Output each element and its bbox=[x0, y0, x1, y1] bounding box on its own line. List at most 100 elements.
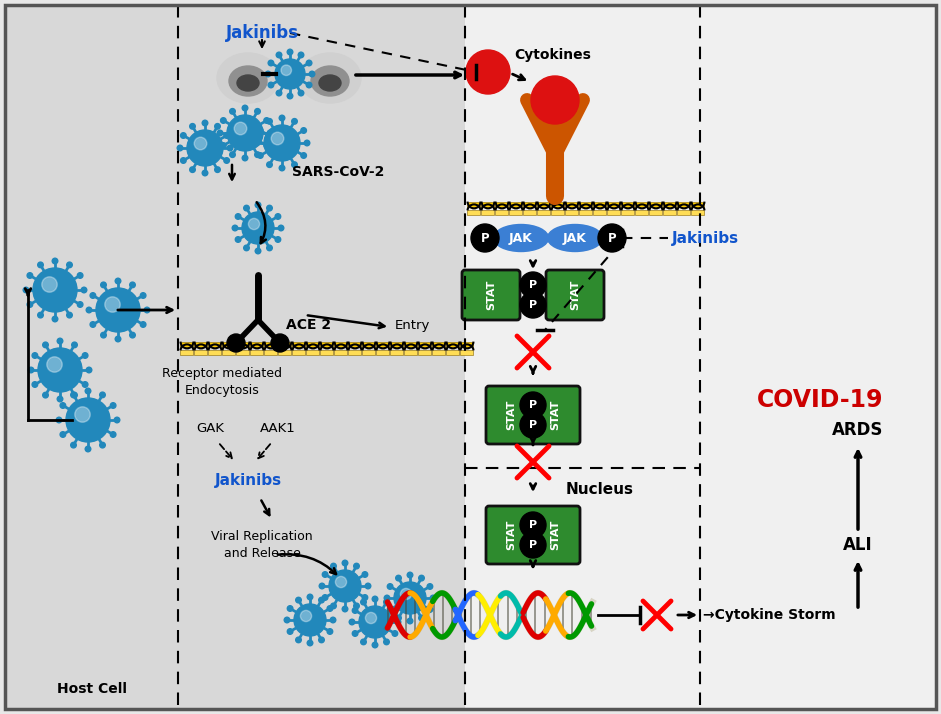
Bar bbox=[404, 341, 417, 347]
Circle shape bbox=[67, 312, 72, 318]
Circle shape bbox=[115, 278, 120, 283]
Circle shape bbox=[110, 432, 116, 437]
Circle shape bbox=[72, 342, 77, 348]
Circle shape bbox=[140, 293, 146, 298]
Bar bbox=[635, 211, 648, 215]
Bar bbox=[362, 351, 375, 355]
Bar bbox=[509, 201, 522, 207]
Circle shape bbox=[373, 596, 377, 602]
Circle shape bbox=[38, 348, 82, 392]
Circle shape bbox=[330, 603, 336, 609]
Text: JAK: JAK bbox=[509, 231, 533, 244]
Circle shape bbox=[520, 412, 546, 438]
Circle shape bbox=[407, 572, 413, 578]
Bar bbox=[691, 211, 704, 215]
Bar bbox=[481, 201, 494, 207]
Circle shape bbox=[244, 245, 249, 251]
Circle shape bbox=[101, 332, 106, 338]
Circle shape bbox=[384, 599, 390, 605]
Circle shape bbox=[130, 332, 136, 338]
Circle shape bbox=[234, 122, 247, 135]
Bar bbox=[691, 201, 704, 207]
Bar bbox=[306, 341, 319, 347]
Circle shape bbox=[310, 71, 315, 77]
Bar bbox=[194, 351, 207, 355]
Bar bbox=[551, 211, 564, 215]
Circle shape bbox=[255, 109, 261, 114]
Text: Receptor mediated
Endocytosis: Receptor mediated Endocytosis bbox=[162, 367, 282, 397]
Bar bbox=[579, 201, 592, 207]
Bar bbox=[593, 201, 606, 207]
Circle shape bbox=[327, 605, 333, 611]
Circle shape bbox=[352, 608, 358, 613]
Bar bbox=[565, 201, 578, 207]
Circle shape bbox=[110, 403, 116, 408]
Circle shape bbox=[287, 605, 293, 611]
Bar bbox=[649, 211, 662, 215]
Circle shape bbox=[306, 82, 311, 88]
Circle shape bbox=[24, 287, 29, 293]
Circle shape bbox=[306, 60, 311, 66]
Circle shape bbox=[32, 353, 38, 358]
Circle shape bbox=[100, 442, 105, 448]
Bar bbox=[635, 201, 648, 207]
Circle shape bbox=[220, 118, 226, 124]
Circle shape bbox=[343, 560, 348, 565]
Bar bbox=[5, 5, 465, 709]
Bar bbox=[432, 341, 445, 347]
Bar bbox=[663, 211, 676, 215]
Bar bbox=[348, 351, 361, 355]
Text: Entry: Entry bbox=[395, 318, 430, 331]
Bar bbox=[236, 351, 248, 355]
Bar bbox=[677, 211, 690, 215]
Circle shape bbox=[74, 407, 90, 422]
Text: ALI: ALI bbox=[843, 536, 873, 554]
Circle shape bbox=[244, 206, 249, 211]
Circle shape bbox=[82, 353, 88, 358]
Circle shape bbox=[365, 583, 371, 589]
Bar bbox=[236, 341, 248, 347]
Bar bbox=[621, 211, 634, 215]
Circle shape bbox=[322, 572, 327, 578]
Circle shape bbox=[32, 382, 38, 387]
Text: P: P bbox=[608, 231, 616, 244]
Circle shape bbox=[349, 619, 355, 625]
Circle shape bbox=[319, 598, 325, 603]
Circle shape bbox=[72, 392, 77, 398]
FancyBboxPatch shape bbox=[486, 386, 580, 444]
Text: P: P bbox=[529, 420, 537, 430]
Circle shape bbox=[41, 277, 57, 292]
Circle shape bbox=[365, 613, 376, 623]
Circle shape bbox=[202, 120, 208, 126]
Circle shape bbox=[101, 282, 106, 288]
Bar bbox=[621, 201, 634, 207]
Circle shape bbox=[307, 640, 312, 645]
Circle shape bbox=[292, 162, 297, 168]
Text: AAK1: AAK1 bbox=[260, 421, 295, 435]
Bar bbox=[446, 351, 459, 355]
Circle shape bbox=[255, 248, 261, 253]
Circle shape bbox=[42, 342, 48, 348]
Circle shape bbox=[33, 268, 77, 312]
Bar bbox=[607, 201, 620, 207]
Circle shape bbox=[130, 282, 136, 288]
Text: Jakinibs: Jakinibs bbox=[226, 24, 298, 42]
FancyBboxPatch shape bbox=[486, 506, 580, 564]
Circle shape bbox=[388, 584, 393, 589]
Circle shape bbox=[322, 595, 327, 600]
Circle shape bbox=[267, 130, 273, 136]
Circle shape bbox=[275, 213, 280, 219]
Circle shape bbox=[27, 273, 33, 278]
Bar bbox=[537, 211, 550, 215]
Circle shape bbox=[384, 595, 390, 600]
Circle shape bbox=[248, 218, 260, 230]
Circle shape bbox=[90, 293, 96, 298]
Circle shape bbox=[384, 639, 390, 645]
Circle shape bbox=[266, 162, 272, 168]
Bar bbox=[390, 351, 403, 355]
Circle shape bbox=[329, 570, 361, 602]
Circle shape bbox=[57, 396, 63, 402]
Circle shape bbox=[319, 583, 325, 589]
Circle shape bbox=[263, 118, 269, 124]
Bar bbox=[250, 341, 263, 347]
